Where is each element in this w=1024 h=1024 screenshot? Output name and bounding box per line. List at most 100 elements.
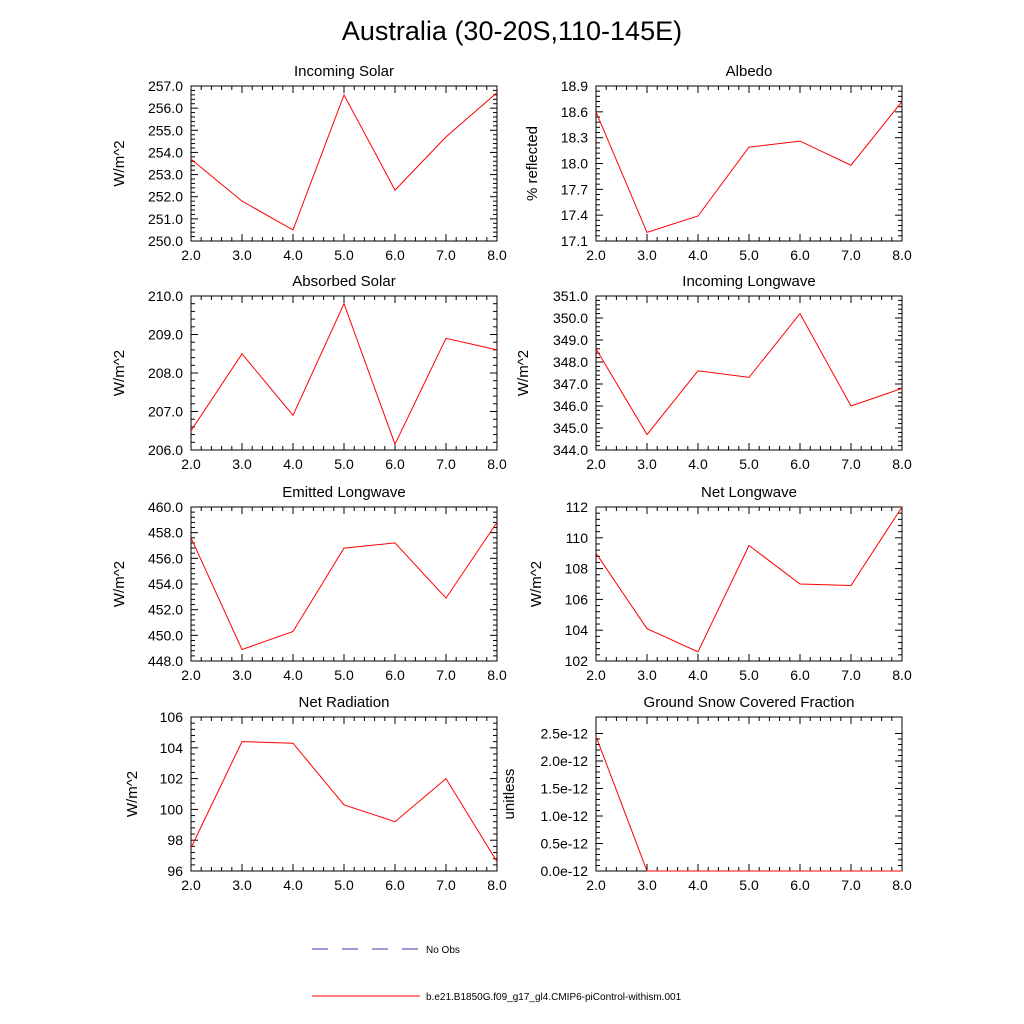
panel-1-y-tick-label: 251.0 (148, 211, 183, 227)
panel-8-x-tick-label: 3.0 (637, 877, 657, 893)
panel-6-x-tick-label: 8.0 (892, 667, 912, 683)
panel-1-x-tick-label: 6.0 (385, 247, 405, 263)
panel-1-frame (190, 85, 498, 242)
panel-1-y-tick-label: 255.0 (148, 122, 183, 138)
panel-6: Net Longwave W/m^2 2.0 3.0 4.0 5.0 6.0 7.0 8.0 10… (528, 484, 912, 683)
panel-7-x-tick-label: 6.0 (385, 877, 405, 893)
panel-3-ylabel: W/m^2 (111, 350, 128, 396)
panel-8-x-tick-label: 2.0 (586, 877, 606, 893)
panel-3-y-tick-label: 209.0 (148, 327, 183, 343)
panel-3-x-tick-label: 4.0 (283, 456, 303, 472)
panel-7-x-tick-label: 3.0 (232, 877, 252, 893)
panel-7-x-tick-label: 5.0 (334, 877, 354, 893)
panel-5-x-tick-label: 4.0 (283, 667, 303, 683)
panel-5-y-tick-label: 448.0 (148, 653, 183, 669)
panel-1-ylabel: W/m^2 (111, 140, 128, 186)
panel-1-x-tick-label: 4.0 (283, 247, 303, 263)
legend-label-no-obs: No Obs (426, 945, 460, 956)
panel-4-x-tick-label: 3.0 (637, 456, 657, 472)
panel-3-y-tick-label: 210.0 (148, 288, 183, 304)
panel-6-title: Net Longwave (701, 484, 797, 501)
panel-4-title: Incoming Longwave (682, 273, 815, 290)
panel-8-ylabel: unitless (501, 769, 518, 820)
panel-8-x-tick-label: 5.0 (739, 877, 759, 893)
panel-4-x-tick-label: 2.0 (586, 456, 606, 472)
panel-1-x-tick-label: 8.0 (487, 247, 507, 263)
panel-1-x-tick-label: 5.0 (334, 247, 354, 263)
panel-3-x-tick-label: 7.0 (436, 456, 456, 472)
panel-7-series-line (190, 741, 498, 863)
panels: Incoming Solar W/m^2 2.0 3.0 4.0 5.0 6.0 7.0 8.0… (111, 63, 912, 893)
panel-6-frame (595, 506, 903, 662)
panel-8-y-tick-label: 2.5e-12 (541, 726, 589, 742)
panel-1-series-line (190, 92, 498, 231)
panel-6-ylabel: W/m^2 (528, 561, 545, 607)
panel-3-x-tick-label: 6.0 (385, 456, 405, 472)
panel-4-x-tick-label: 8.0 (892, 456, 912, 472)
panel-3-x-tick-label: 5.0 (334, 456, 354, 472)
panel-4: Incoming Longwave W/m^2 2.0 3.0 4.0 5.0 6.0 7.0… (515, 273, 912, 472)
panel-3: Absorbed Solar W/m^2 2.0 3.0 4.0 5.0 6.0 7.0 8.0… (111, 273, 507, 472)
panel-1: Incoming Solar W/m^2 2.0 3.0 4.0 5.0 6.0 7.0 8.0… (111, 63, 507, 263)
panel-2-y-tick-label: 18.6 (561, 104, 588, 120)
panel-2-y-tick-label: 17.7 (561, 181, 588, 197)
panel-6-x-tick-label: 7.0 (841, 667, 861, 683)
panel-7-y-tick-label: 106 (160, 709, 184, 725)
panel-8-x-tick-label: 7.0 (841, 877, 861, 893)
panel-2-x-tick-label: 6.0 (790, 247, 810, 263)
panel-7-x-tick-label: 4.0 (283, 877, 303, 893)
legend: No Obs b.e21.B1850G.f09_g17_gl4.CMIP6-pi… (312, 945, 682, 1003)
panel-4-y-tick-label: 347.0 (553, 376, 588, 392)
panel-8: Ground Snow Covered Fraction unitless 2.0 3… (501, 694, 912, 893)
panel-1-y-tick-label: 250.0 (148, 233, 183, 249)
panel-2-x-tick-label: 2.0 (586, 247, 606, 263)
panel-5-y-tick-label: 452.0 (148, 602, 183, 618)
panel-8-y-tick-label: 1.5e-12 (541, 781, 589, 797)
panel-2-x-tick-label: 3.0 (637, 247, 657, 263)
panel-4-y-tick-label: 346.0 (553, 398, 588, 414)
panel-7-y-tick-label: 98 (167, 832, 183, 848)
panel-7-y-tick-label: 102 (160, 771, 184, 787)
panel-4-y-tick-label: 351.0 (553, 288, 588, 304)
panel-3-title: Absorbed Solar (292, 273, 395, 290)
panel-2-y-tick-label: 17.4 (561, 207, 588, 223)
panel-3-y-tick-label: 207.0 (148, 404, 183, 420)
panel-8-series-line (595, 736, 902, 872)
panel-2-title: Albedo (726, 63, 773, 80)
panel-7-y-tick-label: 96 (167, 863, 183, 879)
panel-8-frame (595, 716, 903, 872)
panel-4-x-tick-label: 6.0 (790, 456, 810, 472)
panel-3-x-tick-label: 2.0 (181, 456, 201, 472)
panel-1-x-tick-label: 2.0 (181, 247, 201, 263)
panel-5-y-tick-label: 458.0 (148, 525, 183, 541)
panel-6-y-tick-label: 102 (565, 653, 589, 669)
panel-6-series-line (595, 506, 903, 653)
panel-8-y-tick-label: 0.5e-12 (541, 836, 589, 852)
panel-5-x-tick-label: 7.0 (436, 667, 456, 683)
panel-1-y-tick-label: 252.0 (148, 189, 183, 205)
panel-7-y-tick-label: 104 (160, 740, 184, 756)
panel-5-y-tick-label: 454.0 (148, 576, 183, 592)
panel-1-x-tick-label: 7.0 (436, 247, 456, 263)
panel-5: Emitted Longwave W/m^2 2.0 3.0 4.0 5.0 6.0 7.0 8… (111, 484, 507, 683)
panel-8-x-tick-label: 4.0 (688, 877, 708, 893)
panel-3-y-tick-label: 208.0 (148, 365, 183, 381)
panel-8-y-tick-label: 2.0e-12 (541, 753, 589, 769)
panel-8-y-tick-label: 0.0e-12 (541, 863, 589, 879)
panel-5-y-tick-label: 450.0 (148, 627, 183, 643)
panel-8-x-tick-label: 6.0 (790, 877, 810, 893)
panel-2-y-tick-label: 18.3 (561, 130, 588, 146)
panel-5-x-tick-label: 2.0 (181, 667, 201, 683)
panel-3-x-tick-label: 3.0 (232, 456, 252, 472)
panel-7-title: Net Radiation (299, 694, 390, 711)
legend-item-no-obs: No Obs (312, 945, 460, 956)
panel-4-x-tick-label: 5.0 (739, 456, 759, 472)
panel-4-x-tick-label: 4.0 (688, 456, 708, 472)
panel-6-x-tick-label: 4.0 (688, 667, 708, 683)
panel-6-x-tick-label: 3.0 (637, 667, 657, 683)
panel-8-x-tick-label: 8.0 (892, 877, 912, 893)
panel-6-x-tick-label: 5.0 (739, 667, 759, 683)
panel-5-x-tick-label: 5.0 (334, 667, 354, 683)
panel-8-y-tick-label: 1.0e-12 (541, 808, 589, 824)
